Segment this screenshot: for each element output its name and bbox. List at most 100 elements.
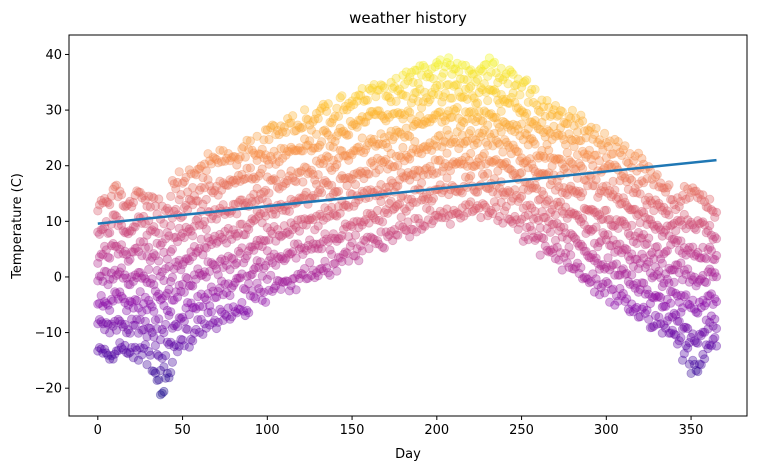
scatter-point bbox=[403, 152, 413, 162]
scatter-point bbox=[447, 209, 457, 219]
scatter-point bbox=[459, 74, 469, 84]
scatter-point bbox=[603, 278, 613, 289]
scatter-point bbox=[313, 244, 323, 254]
scatter-point bbox=[247, 286, 257, 296]
scatter-point bbox=[240, 152, 250, 162]
scatter-point bbox=[133, 247, 144, 257]
scatter-point bbox=[193, 315, 203, 325]
scatter-point bbox=[667, 220, 678, 230]
scatter-point bbox=[583, 224, 593, 234]
scatter-point bbox=[291, 285, 301, 295]
scatter-point bbox=[167, 176, 177, 186]
scatter-point bbox=[359, 173, 369, 184]
scatter-point bbox=[149, 332, 159, 342]
scatter-point bbox=[428, 89, 438, 100]
scatter-point bbox=[245, 193, 255, 203]
scatter-point bbox=[120, 297, 130, 308]
scatter-point bbox=[383, 164, 393, 174]
scatter-point bbox=[471, 187, 481, 197]
scatter-point bbox=[235, 304, 245, 315]
scatter-point bbox=[249, 264, 259, 275]
scatter-point bbox=[577, 116, 588, 126]
scatter-point bbox=[527, 159, 537, 169]
scatter-point bbox=[625, 307, 635, 317]
scatter-point bbox=[711, 272, 722, 282]
scatter-point bbox=[608, 190, 618, 200]
scatter-point bbox=[608, 221, 618, 231]
scatter-point bbox=[569, 232, 579, 243]
scatter-point bbox=[284, 229, 294, 239]
scatter-point bbox=[652, 200, 662, 210]
scatter-point bbox=[537, 207, 547, 217]
scatter-point bbox=[255, 287, 266, 297]
scatter-point bbox=[284, 286, 294, 296]
scatter-point bbox=[172, 347, 183, 357]
scatter-point bbox=[427, 113, 437, 123]
scatter-point bbox=[671, 204, 681, 215]
scatter-point bbox=[554, 110, 564, 120]
scatter-point bbox=[360, 166, 371, 176]
scatter-point bbox=[505, 65, 515, 75]
scatter-point bbox=[608, 176, 618, 186]
scatter-point bbox=[110, 349, 120, 359]
scatter-point bbox=[186, 169, 196, 179]
scatter-point bbox=[376, 180, 386, 190]
scatter-point bbox=[566, 134, 576, 144]
scatter-point bbox=[477, 85, 488, 95]
scatter-point bbox=[566, 207, 576, 217]
scatter-point bbox=[645, 250, 656, 260]
scatter-point bbox=[164, 373, 174, 383]
scatter-point bbox=[423, 194, 433, 204]
scatter-point bbox=[193, 246, 203, 256]
scatter-point bbox=[494, 183, 505, 193]
scatter-point bbox=[172, 177, 183, 188]
scatter-point bbox=[174, 167, 184, 177]
scatter-point bbox=[435, 80, 445, 90]
scatter-point bbox=[391, 96, 401, 107]
scatter-point bbox=[335, 208, 345, 218]
scatter-point bbox=[423, 97, 433, 107]
scatter-point bbox=[610, 134, 620, 145]
scatter-point bbox=[137, 307, 147, 317]
scatter-point bbox=[525, 154, 535, 164]
scatter-point bbox=[428, 193, 438, 203]
scatter-point bbox=[583, 251, 593, 261]
scatter-point bbox=[657, 281, 667, 292]
scatter-point bbox=[94, 252, 105, 262]
scatter-point bbox=[415, 218, 425, 228]
scatter-point bbox=[605, 265, 615, 275]
scatter-point bbox=[598, 214, 608, 224]
scatter-point bbox=[403, 106, 413, 116]
scatter-point bbox=[527, 203, 537, 213]
scatter-point bbox=[579, 149, 589, 159]
scatter-point bbox=[142, 230, 152, 240]
scatter-point bbox=[149, 193, 159, 203]
scatter-point bbox=[205, 181, 215, 191]
scatter-point bbox=[449, 134, 459, 144]
scatter-point bbox=[628, 188, 639, 198]
scatter-point bbox=[230, 260, 240, 270]
scatter-point bbox=[252, 131, 262, 141]
scatter-point bbox=[455, 92, 466, 102]
scatter-point bbox=[298, 270, 308, 280]
scatter-point bbox=[481, 59, 491, 70]
scatter-point bbox=[405, 175, 415, 185]
scatter-point bbox=[501, 119, 511, 130]
scatter-point bbox=[232, 258, 242, 268]
scatter-point bbox=[583, 181, 593, 191]
scatter-point bbox=[464, 83, 474, 93]
scatter-point bbox=[599, 128, 610, 138]
y-tick-label: 30 bbox=[45, 104, 62, 119]
scatter-point bbox=[299, 243, 310, 253]
scatter-point bbox=[469, 205, 479, 215]
scatter-point bbox=[318, 178, 328, 188]
scatter-point bbox=[213, 270, 223, 280]
scatter-point bbox=[154, 375, 164, 385]
scatter-point bbox=[306, 125, 316, 135]
scatter-point bbox=[237, 243, 247, 253]
scatter-point bbox=[637, 304, 647, 314]
scatter-point bbox=[666, 286, 676, 297]
scatter-point bbox=[538, 127, 549, 138]
scatter-point bbox=[179, 176, 189, 187]
scatter-point bbox=[645, 268, 656, 278]
